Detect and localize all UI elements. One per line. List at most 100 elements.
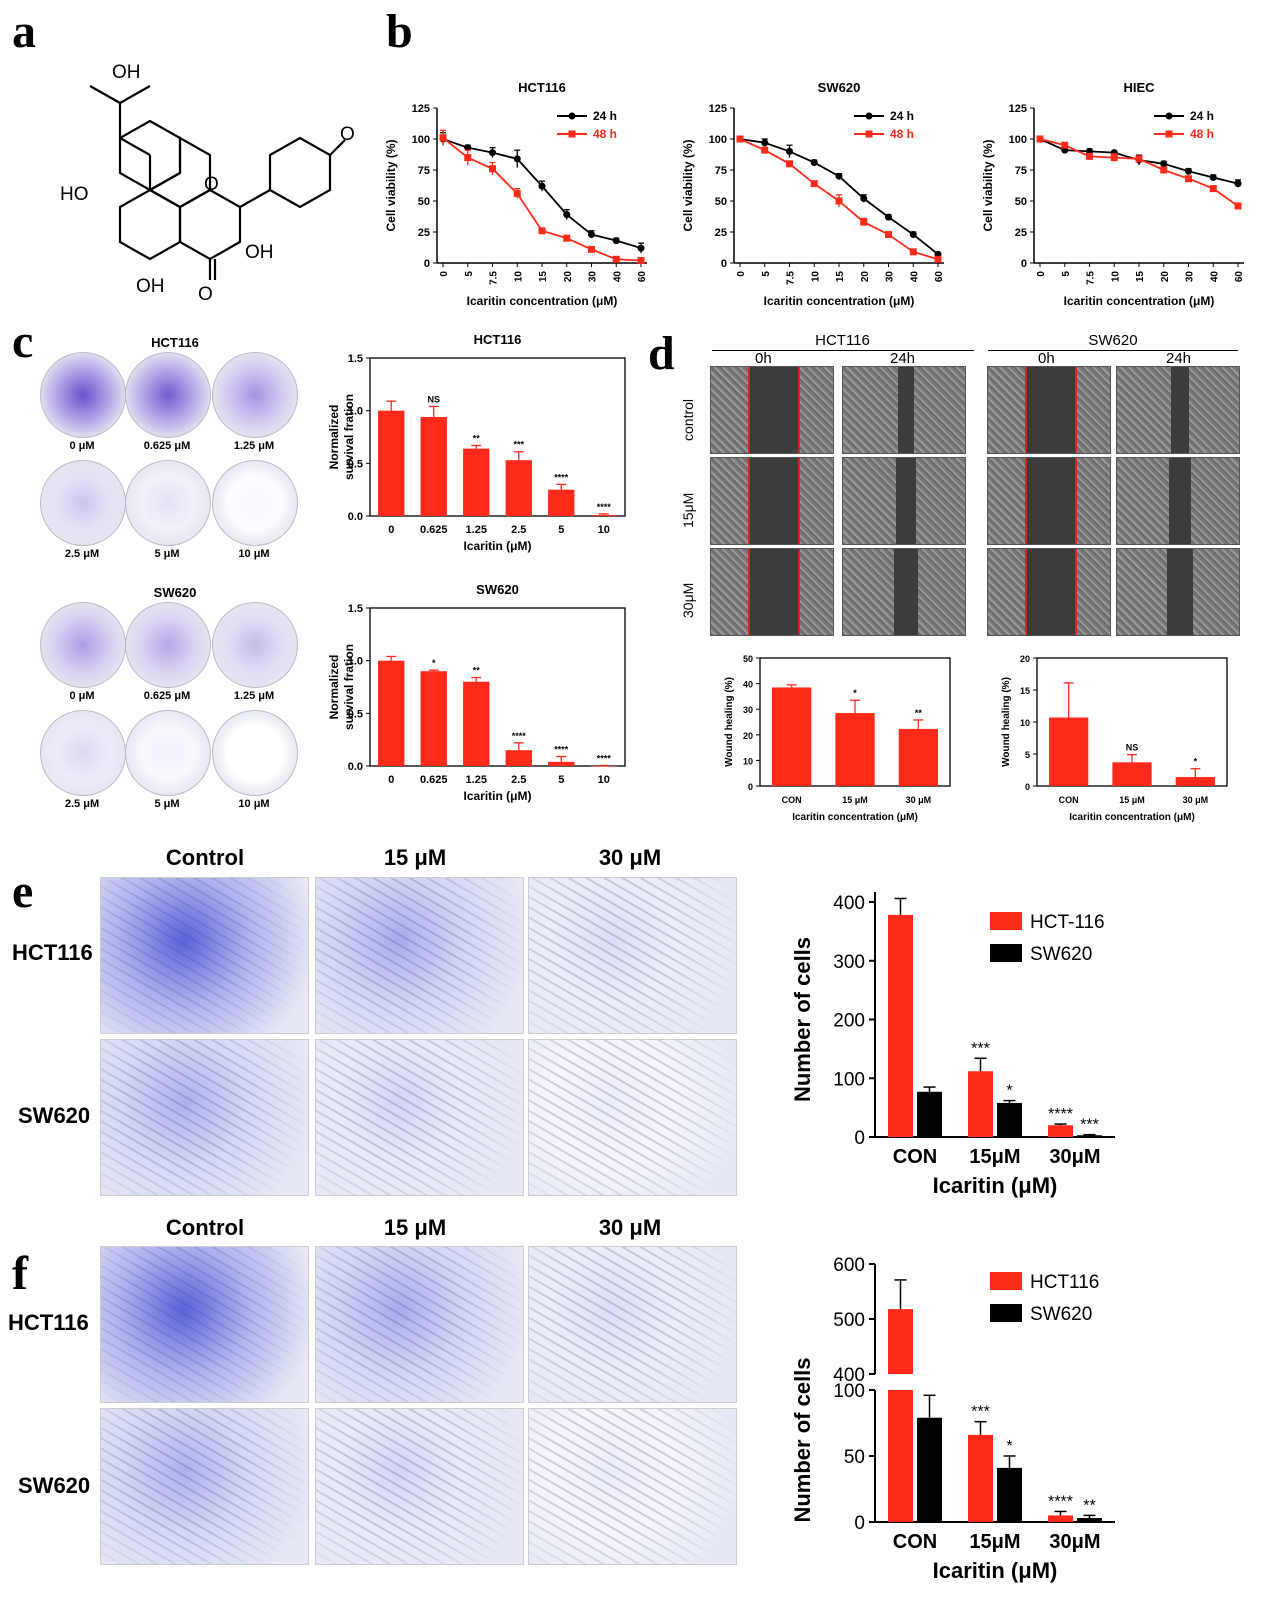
time-24h-sw: 24h	[1166, 350, 1192, 367]
wound-gap	[748, 549, 800, 635]
bar	[590, 766, 617, 767]
data-point	[1135, 155, 1143, 163]
colony-dish	[40, 352, 126, 438]
x-tick-label: 7.5	[1086, 271, 1097, 285]
atom-oh-5: OH	[136, 276, 165, 297]
x-tick-label: 20	[860, 271, 871, 283]
panel-e-row-sw620: SW620	[18, 1103, 91, 1128]
bar	[917, 1417, 942, 1522]
legend-label: 48 h	[1190, 127, 1214, 141]
time-0h-hct: 0h	[755, 350, 772, 367]
significance-label: *	[1006, 1083, 1012, 1100]
wound-image	[842, 457, 966, 545]
x-tick-label: 10	[513, 271, 524, 283]
dish-label: 0.625 μM	[143, 440, 191, 452]
y-tick-label: 1.5	[348, 603, 363, 615]
data-point	[464, 144, 472, 152]
legend-label: HCT116	[1030, 1272, 1099, 1293]
data-point	[860, 218, 868, 226]
colony-dish	[212, 352, 298, 438]
y-tick-label: 15	[1020, 686, 1030, 696]
y-tick-label: 0.5	[348, 458, 363, 470]
y-tick-label: 0	[424, 258, 430, 270]
stain-image	[315, 1246, 524, 1403]
data-point	[563, 234, 571, 242]
significance-label: **	[473, 433, 481, 443]
wound-image	[710, 366, 834, 454]
bar	[1175, 777, 1215, 786]
wound-image	[1116, 366, 1240, 454]
significance-label: NS	[1126, 743, 1139, 753]
x-tick-label: 0	[388, 774, 394, 786]
data-point	[885, 213, 892, 221]
legend-label: 24 h	[890, 109, 914, 123]
chart-b-hiec: HIEC 0 25 50 75 100 125 0 5 7.5 10 15 20 30 40 60 Icarit…	[981, 80, 1245, 308]
y-tick-label: 75	[715, 165, 727, 177]
x-tick-label: 2.5	[511, 524, 526, 536]
legend-label: 24 h	[593, 109, 617, 123]
y-axis-label: Wound healing (%)	[1001, 677, 1012, 767]
y-tick-label: 1.5	[348, 353, 363, 365]
wound-gap	[748, 458, 800, 544]
y-tick-label: 125	[709, 103, 727, 115]
bar	[997, 1467, 1022, 1522]
colony-dish	[212, 460, 298, 546]
significance-label: ****	[597, 753, 612, 763]
bar	[1048, 1515, 1073, 1522]
wound-gap	[1169, 458, 1191, 544]
significance-label: ***	[1080, 1117, 1099, 1134]
y-tick-label: 0	[1021, 258, 1027, 270]
data-point	[1160, 160, 1168, 168]
wound-image	[1116, 548, 1240, 636]
data-point	[538, 182, 546, 190]
stain-image	[100, 877, 309, 1034]
bar	[835, 713, 875, 786]
data-point	[563, 211, 571, 219]
row-control: control	[680, 398, 696, 442]
atom-ho-7: HO	[60, 184, 89, 205]
bar	[968, 1071, 993, 1137]
wound-image	[987, 457, 1111, 545]
legend-label: 48 h	[593, 127, 617, 141]
data-point	[612, 255, 620, 263]
x-tick-label: 60	[1234, 271, 1245, 283]
data-point	[860, 195, 868, 203]
bar	[378, 660, 405, 766]
stain-image	[528, 1246, 737, 1403]
x-tick-label: 10	[810, 271, 821, 283]
x-tick-label: 0	[736, 271, 747, 277]
x-tick-label: 10	[1110, 271, 1121, 283]
bar	[997, 1102, 1022, 1137]
data-point	[810, 159, 818, 167]
legend-marker	[568, 112, 576, 120]
colony-dish	[125, 352, 211, 438]
colony-dish	[125, 602, 211, 688]
panel-label-e: e	[12, 865, 34, 918]
y-tick-label: 100	[833, 1069, 865, 1090]
y-tick-label: 125	[1009, 103, 1027, 115]
legend-label: SW620	[1030, 1304, 1092, 1325]
y-tick-label: 50	[715, 196, 727, 208]
dish-label: 2.5 μM	[64, 548, 100, 560]
bar-upper	[888, 1309, 913, 1374]
data-point	[885, 230, 892, 238]
significance-label: NS	[427, 394, 440, 404]
x-axis-label: Icaritin concentration (μM)	[1064, 294, 1215, 308]
significance-label: **	[473, 666, 481, 676]
data-point	[513, 190, 521, 198]
dish-label: 0 μM	[69, 690, 95, 702]
panel-label-b: b	[386, 5, 413, 58]
bar	[1077, 1135, 1102, 1137]
y-tick-label: 0	[721, 258, 727, 270]
colony-dish	[40, 602, 126, 688]
legend-marker	[1165, 112, 1173, 120]
legend-marker	[865, 112, 873, 120]
y-tick-label: 50	[418, 196, 430, 208]
stain-image	[528, 1408, 737, 1565]
y-tick-label: 100	[709, 134, 727, 146]
data-point	[1234, 202, 1242, 210]
x-axis-label: Icaritin concentration (μM)	[792, 812, 918, 823]
stain-image	[315, 1408, 524, 1565]
significance-label: *	[432, 658, 436, 668]
data-point	[761, 139, 769, 147]
